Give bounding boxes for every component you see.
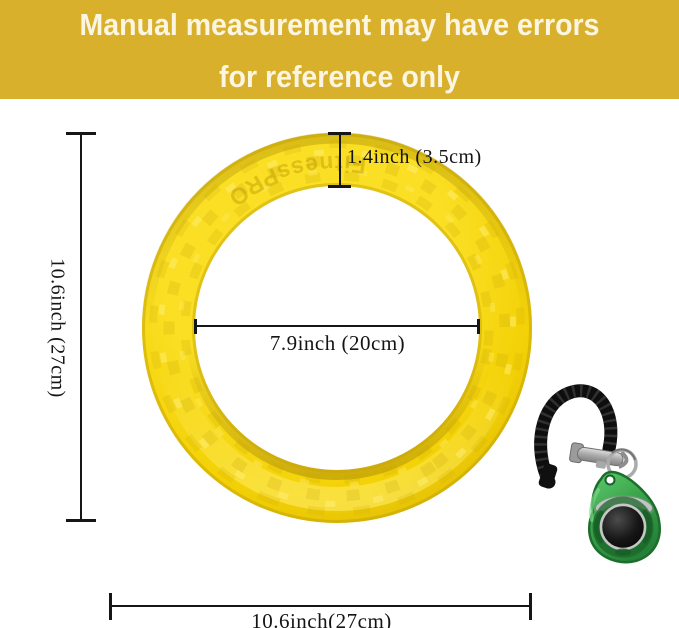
body-highlight: [589, 488, 600, 522]
split-ring-shading: [611, 448, 636, 461]
height-measure-line: [80, 134, 82, 521]
inner-diameter-cap-left: [194, 319, 197, 334]
ring-tread-texture: [149, 140, 525, 516]
outer-diameter-cap-right: [529, 593, 532, 620]
height-measure-cap-top: [66, 132, 96, 135]
clicker-body: [588, 470, 661, 564]
outer-diameter-cap-left: [109, 593, 112, 620]
bottom-notch: [615, 548, 631, 556]
outer-diameter-line: [111, 605, 532, 607]
clicker-graphic: [534, 384, 661, 564]
right-crescent-groove: [642, 509, 652, 544]
lanyard-hole: [604, 474, 616, 486]
ring-toy-graphic: FitnessPRO: [141, 132, 533, 524]
height-measure-cap-bottom: [66, 519, 96, 522]
height-measure-label: 10.6inch (27cm): [46, 258, 69, 398]
left-crescent-groove: [594, 510, 604, 544]
clicker-button: [599, 503, 647, 551]
inner-diameter-label: 7.9inch (20cm): [269, 331, 406, 355]
banner-text-line1: Manual measurement may have errors: [79, 7, 600, 42]
thickness-measure-cap-top: [328, 132, 351, 135]
outer-diameter-label: 10.6inch(27cm): [251, 609, 392, 628]
thickness-measure-line: [339, 134, 341, 187]
thickness-measure-cap-bottom: [328, 185, 351, 188]
metal-clasp: [569, 442, 629, 469]
inner-diameter-cap-right: [477, 319, 480, 334]
disclaimer-banner: Manual measurement may have errors for r…: [0, 0, 679, 99]
coil-wristband: [534, 384, 618, 489]
thickness-measure-label: 1.4inch (3.5cm): [347, 146, 482, 168]
banner-text-line2: for reference only: [219, 59, 460, 94]
inner-diameter-line: [196, 325, 479, 327]
